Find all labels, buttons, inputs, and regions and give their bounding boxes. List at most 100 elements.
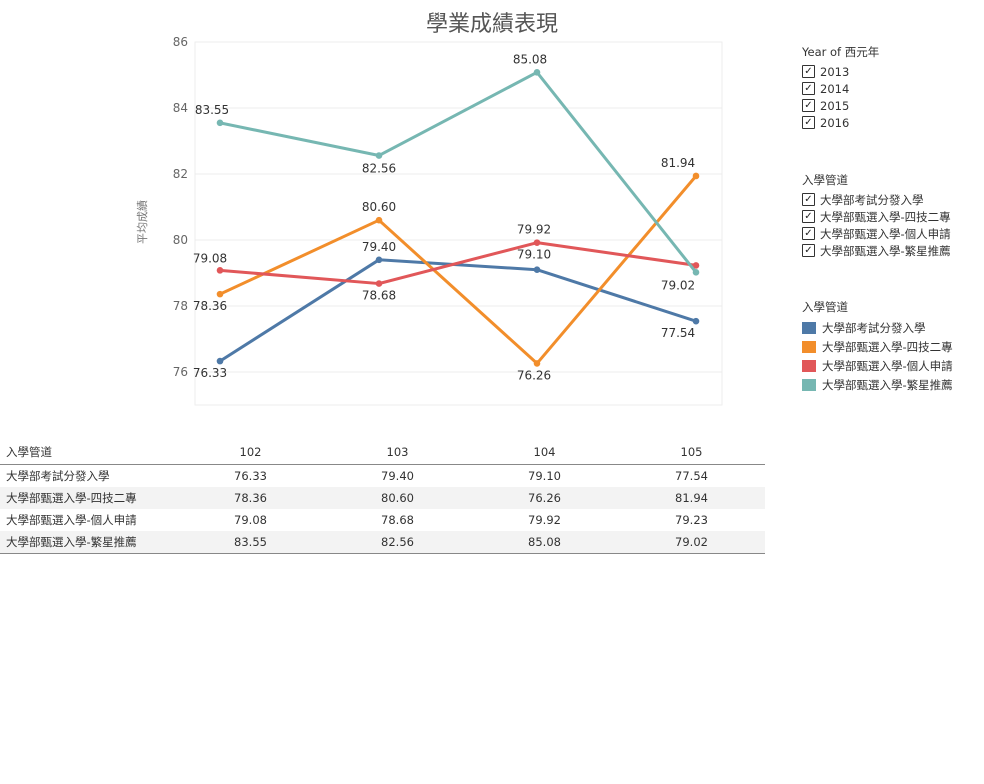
- table-cell: 80.60: [381, 491, 414, 505]
- data-point: [533, 266, 541, 274]
- data-label: 82.56: [362, 162, 396, 176]
- y-tick-label: 76: [173, 365, 188, 379]
- legend-label: 大學部甄選入學-繁星推薦: [822, 377, 953, 392]
- y-tick-label: 84: [173, 101, 188, 115]
- data-point: [533, 360, 541, 367]
- table-row-header: 入學管道: [6, 445, 52, 459]
- y-tick-label: 86: [173, 35, 188, 49]
- filter-option-label: 2015: [820, 98, 850, 113]
- chart-title: 學業成績表現: [425, 12, 558, 37]
- checkbox-icon[interactable]: ✓: [802, 210, 815, 223]
- checkbox-icon[interactable]: ✓: [802, 116, 815, 129]
- data-point: [216, 290, 224, 298]
- data-point: [216, 357, 224, 365]
- table-cell: 79.40: [381, 469, 414, 483]
- color-legend-title: 入學管道: [802, 300, 848, 314]
- legend-label: 大學部甄選入學-個人申請: [822, 358, 953, 373]
- table-cell: 76.33: [234, 469, 267, 483]
- legend-item[interactable]: 大學部甄選入學-繁星推薦: [802, 375, 953, 394]
- checkbox-icon[interactable]: ✓: [802, 99, 815, 112]
- channel-filter-option[interactable]: ✓ 大學部考試分發入學: [802, 191, 951, 208]
- table-cell: 76.26: [528, 491, 561, 505]
- table-row-label: 大學部甄選入學-四技二專: [6, 491, 137, 505]
- data-label: 83.55: [195, 103, 229, 117]
- year-filter-option[interactable]: ✓ 2013: [802, 63, 879, 80]
- table-row-label: 大學部甄選入學-繁星推薦: [6, 535, 137, 549]
- filter-option-label: 大學部甄選入學-個人申請: [820, 226, 951, 241]
- table-cell: 79.23: [675, 513, 708, 527]
- channel-filter-option[interactable]: ✓ 大學部甄選入學-四技二專: [802, 208, 951, 225]
- data-table: 入學管道 102 103 104 105 大學部考試分發入學 76.33 79.…: [0, 440, 765, 554]
- channel-filter-option[interactable]: ✓ 大學部甄選入學-個人申請: [802, 225, 951, 242]
- table-cell: 78.36: [234, 491, 267, 505]
- legend-item[interactable]: 大學部甄選入學-四技二專: [802, 337, 953, 356]
- data-label: 81.94: [661, 156, 695, 170]
- series-line: [218, 70, 698, 274]
- data-label: 76.33: [193, 366, 227, 380]
- table-cell: 79.92: [528, 513, 561, 527]
- data-point: [533, 69, 541, 76]
- filter-option-label: 2016: [820, 115, 850, 130]
- year-filter-option[interactable]: ✓ 2016: [802, 114, 879, 131]
- filter-option-label: 大學部甄選入學-四技二專: [820, 209, 951, 224]
- checkbox-icon[interactable]: ✓: [802, 65, 815, 78]
- data-label: 79.08: [193, 251, 227, 265]
- color-legend: 入學管道 大學部考試分發入學大學部甄選入學-四技二專 大學部甄選入學-個人申請 大學…: [802, 299, 953, 394]
- data-point: [375, 216, 383, 224]
- table-row: 大學部考試分發入學 76.33 79.40 79.10 77.54: [0, 465, 765, 488]
- y-tick-label: 80: [173, 233, 188, 247]
- data-point: [375, 280, 383, 287]
- year-filter-option[interactable]: ✓ 2015: [802, 97, 879, 114]
- table-row: 大學部甄選入學-繁星推薦 83.55 82.56 85.08 79.02: [0, 531, 765, 554]
- checkbox-icon[interactable]: ✓: [802, 193, 815, 206]
- data-label: 80.60: [362, 200, 396, 214]
- data-label: 76.26: [517, 368, 551, 382]
- legend-label: 大學部甄選入學-四技二專: [822, 339, 953, 354]
- year-filter: Year of 西元年 ✓ 2013 ✓ 2014 ✓ 2015 ✓ 2016: [802, 44, 879, 131]
- plot-area: [194, 41, 723, 406]
- y-tick-label: 82: [173, 167, 188, 181]
- channel-filter-option[interactable]: ✓ 大學部甄選入學-繁星推薦: [802, 242, 951, 259]
- data-point: [692, 172, 700, 180]
- data-label: 79.40: [362, 240, 396, 254]
- data-label: 78.36: [193, 299, 227, 313]
- data-point: [216, 119, 224, 127]
- legend-item[interactable]: 大學部考試分發入學: [802, 318, 953, 337]
- data-point: [375, 152, 383, 159]
- year-filter-option[interactable]: ✓ 2014: [802, 80, 879, 97]
- series-line: [218, 241, 698, 286]
- legend-swatch: [802, 340, 816, 353]
- filter-option-label: 2013: [820, 64, 850, 79]
- data-label: 77.54: [661, 326, 695, 340]
- filter-option-label: 大學部考試分發入學: [820, 192, 924, 207]
- year-filter-title: Year of 西元年: [802, 45, 880, 59]
- table-header-row: 入學管道 102 103 104 105: [0, 440, 765, 465]
- table-column-header: 102: [239, 445, 262, 459]
- table-cell: 81.94: [675, 491, 708, 505]
- table-cell: 83.55: [234, 535, 267, 549]
- table-column-header: 105: [680, 445, 703, 459]
- data-point: [692, 269, 700, 276]
- table-cell: 79.10: [528, 469, 561, 483]
- data-label: 85.08: [513, 52, 547, 66]
- legend-swatch: [802, 378, 816, 391]
- data-point: [375, 256, 383, 264]
- table-row-label: 大學部甄選入學-個人申請: [6, 513, 137, 527]
- table-column-header: 103: [386, 445, 409, 459]
- data-point: [692, 262, 700, 269]
- legend-label: 大學部考試分發入學: [822, 320, 926, 335]
- checkbox-icon[interactable]: ✓: [802, 82, 815, 95]
- table-row: 大學部甄選入學-個人申請 79.08 78.68 79.92 79.23: [0, 509, 765, 531]
- filter-option-label: 2014: [820, 81, 850, 96]
- table-cell: 77.54: [675, 469, 708, 483]
- table-cell: 82.56: [381, 535, 414, 549]
- series-line: [218, 174, 698, 365]
- data-point: [692, 317, 700, 325]
- y-axis-title: 平均成績: [135, 200, 149, 244]
- data-label: 79.92: [517, 223, 551, 237]
- legend-item[interactable]: 大學部甄選入學-個人申請: [802, 356, 953, 375]
- table-cell: 79.08: [234, 513, 267, 527]
- checkbox-icon[interactable]: ✓: [802, 244, 815, 257]
- legend-swatch: [802, 359, 816, 372]
- checkbox-icon[interactable]: ✓: [802, 227, 815, 240]
